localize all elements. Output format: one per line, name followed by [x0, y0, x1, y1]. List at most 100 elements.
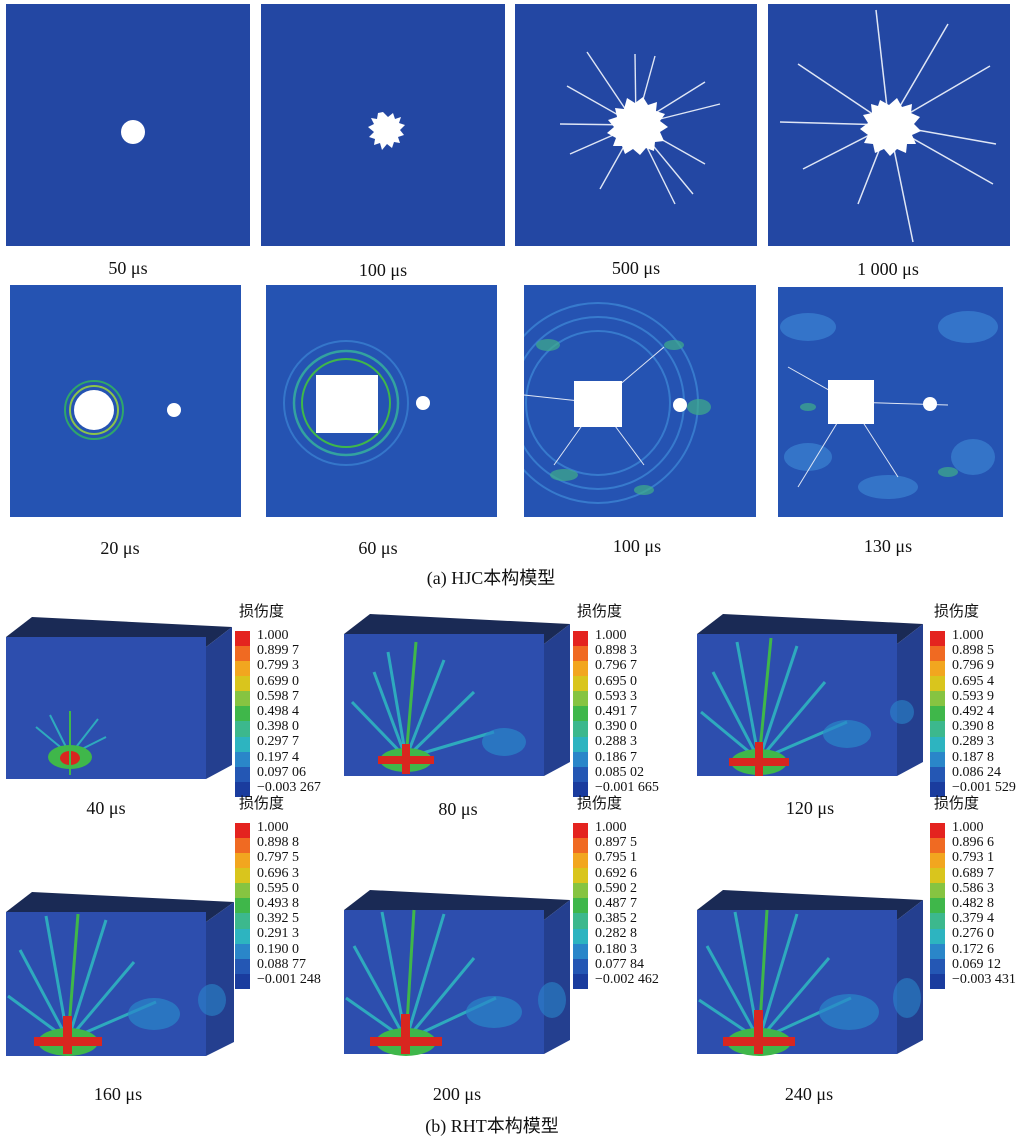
rht-row2-label-1: 160 μs — [93, 1084, 143, 1104]
legend-value: 0.186 7 — [595, 749, 637, 765]
hjc-sim-100us — [261, 4, 505, 246]
legend-colorbar — [235, 631, 250, 797]
legend-value: 0.493 8 — [257, 895, 299, 911]
legend-title: 损伤度 — [577, 796, 623, 812]
rht-sim-160us — [6, 890, 234, 1060]
legend-value: 0.696 3 — [257, 865, 299, 881]
hjc-row2-label-3: 100 μs — [612, 536, 662, 556]
rht-row1-label-1: 40 μs — [86, 798, 126, 818]
rht-row2-label-3: 240 μs — [784, 1084, 834, 1104]
legend-value: 0.498 4 — [257, 703, 299, 719]
legend-value: 0.796 7 — [595, 658, 637, 674]
legend-value: 0.793 1 — [952, 850, 994, 866]
legend-value: 0.598 7 — [257, 688, 299, 704]
legend-value: 0.190 0 — [257, 941, 299, 957]
legend-value: 0.689 7 — [952, 865, 994, 881]
rht-sim-240us — [697, 888, 923, 1058]
legend-value: 0.695 0 — [595, 673, 637, 689]
hjc-row1-label-4: 1 000 μs — [857, 259, 919, 279]
legend-value: −0.003 267 — [257, 779, 321, 795]
rht-sim-80us — [344, 612, 570, 780]
legend-value: 0.172 6 — [952, 941, 994, 957]
legend-value: 1.000 — [952, 820, 984, 835]
legend-value: 1.000 — [595, 628, 627, 643]
legend-value: 0.291 3 — [257, 926, 299, 942]
legend-value: 0.088 77 — [257, 956, 306, 972]
hjc-sim-60us — [266, 285, 497, 517]
hjc-sim-50us — [6, 4, 250, 246]
legend-value: 0.197 4 — [257, 749, 299, 765]
legend-value: 0.796 9 — [952, 658, 994, 674]
legend-value: 0.586 3 — [952, 880, 994, 896]
hjc-row2-label-4: 130 μs — [863, 536, 913, 556]
hjc-row1-label-2: 100 μs — [358, 260, 408, 280]
hjc-sim-100us-b — [524, 285, 756, 517]
legend-colorbar — [235, 823, 250, 989]
rht-sim-120us — [697, 612, 923, 780]
legend-value: 0.795 1 — [595, 850, 637, 866]
legend-title: 损伤度 — [239, 604, 285, 620]
legend-value: 1.000 — [952, 628, 984, 643]
legend-value: 0.898 8 — [257, 835, 299, 851]
legend-value: −0.001 248 — [257, 971, 321, 987]
hjc-sim-500us — [515, 4, 757, 246]
legend-value: 0.695 4 — [952, 673, 994, 689]
legend-value: 0.392 5 — [257, 911, 299, 927]
rht-row2-label-2: 200 μs — [432, 1084, 482, 1104]
legend-value: 0.593 9 — [952, 688, 994, 704]
legend-title: 损伤度 — [934, 796, 980, 812]
legend-value: −0.001 665 — [595, 779, 659, 795]
hjc-row1-label-1: 50 μs — [108, 258, 148, 278]
legend-value: 0.896 6 — [952, 835, 994, 851]
legend-value: 0.077 84 — [595, 956, 644, 972]
legend-value: 1.000 — [257, 820, 289, 835]
rht-sim-200us — [344, 888, 570, 1058]
legend-colorbar — [573, 631, 588, 797]
legend-value: 1.000 — [257, 628, 289, 643]
legend-value: 0.390 8 — [952, 719, 994, 735]
hjc-sim-20us — [10, 285, 241, 517]
rht-figure-caption: (b) RHT本构模型 — [425, 1116, 559, 1136]
legend-value: 0.297 7 — [257, 734, 299, 750]
legend-value: 0.276 0 — [952, 926, 994, 942]
hjc-row2-label-1: 20 μs — [100, 538, 140, 558]
rht-sim-40us — [6, 615, 232, 783]
legend-value: 0.797 5 — [257, 850, 299, 866]
legend-value: 0.379 4 — [952, 911, 994, 927]
legend-value: 0.492 4 — [952, 703, 994, 719]
legend-colorbar — [930, 631, 945, 797]
rht-row1-label-2: 80 μs — [438, 799, 478, 819]
legend-value: −0.002 462 — [595, 971, 659, 987]
legend-value: 0.692 6 — [595, 865, 637, 881]
legend-value: 0.897 5 — [595, 835, 637, 851]
legend-value: 0.390 0 — [595, 719, 637, 735]
legend-value: 0.898 5 — [952, 643, 994, 659]
legend-value: 0.699 0 — [257, 673, 299, 689]
legend-value: 0.289 3 — [952, 734, 994, 750]
hjc-sim-1000us — [768, 4, 1010, 246]
hjc-figure-caption: (a) HJC本构模型 — [426, 568, 556, 588]
legend-value: 0.085 02 — [595, 764, 644, 780]
legend-value: 0.487 7 — [595, 895, 637, 911]
legend-value: 0.288 3 — [595, 734, 637, 750]
legend-value: 0.898 3 — [595, 643, 637, 659]
hjc-row2-label-2: 60 μs — [358, 538, 398, 558]
legend-title: 损伤度 — [934, 604, 980, 620]
hjc-sim-130us — [778, 287, 1003, 517]
legend-value: 0.595 0 — [257, 880, 299, 896]
legend-value: −0.003 431 — [952, 971, 1016, 987]
legend-value: 0.180 3 — [595, 941, 637, 957]
legend-value: 0.385 2 — [595, 911, 637, 927]
legend-value: −0.001 529 — [952, 779, 1016, 795]
legend-value: 0.491 7 — [595, 703, 637, 719]
legend-value: 0.593 3 — [595, 688, 637, 704]
hjc-row1-label-3: 500 μs — [611, 258, 661, 278]
legend-value: 0.086 24 — [952, 764, 1001, 780]
legend-value: 0.069 12 — [952, 956, 1001, 972]
legend-colorbar — [930, 823, 945, 989]
legend-value: 0.799 3 — [257, 658, 299, 674]
legend-value: 0.187 8 — [952, 749, 994, 765]
legend-title: 损伤度 — [239, 796, 285, 812]
legend-value: 0.097 06 — [257, 764, 306, 780]
legend-value: 0.590 2 — [595, 880, 637, 896]
